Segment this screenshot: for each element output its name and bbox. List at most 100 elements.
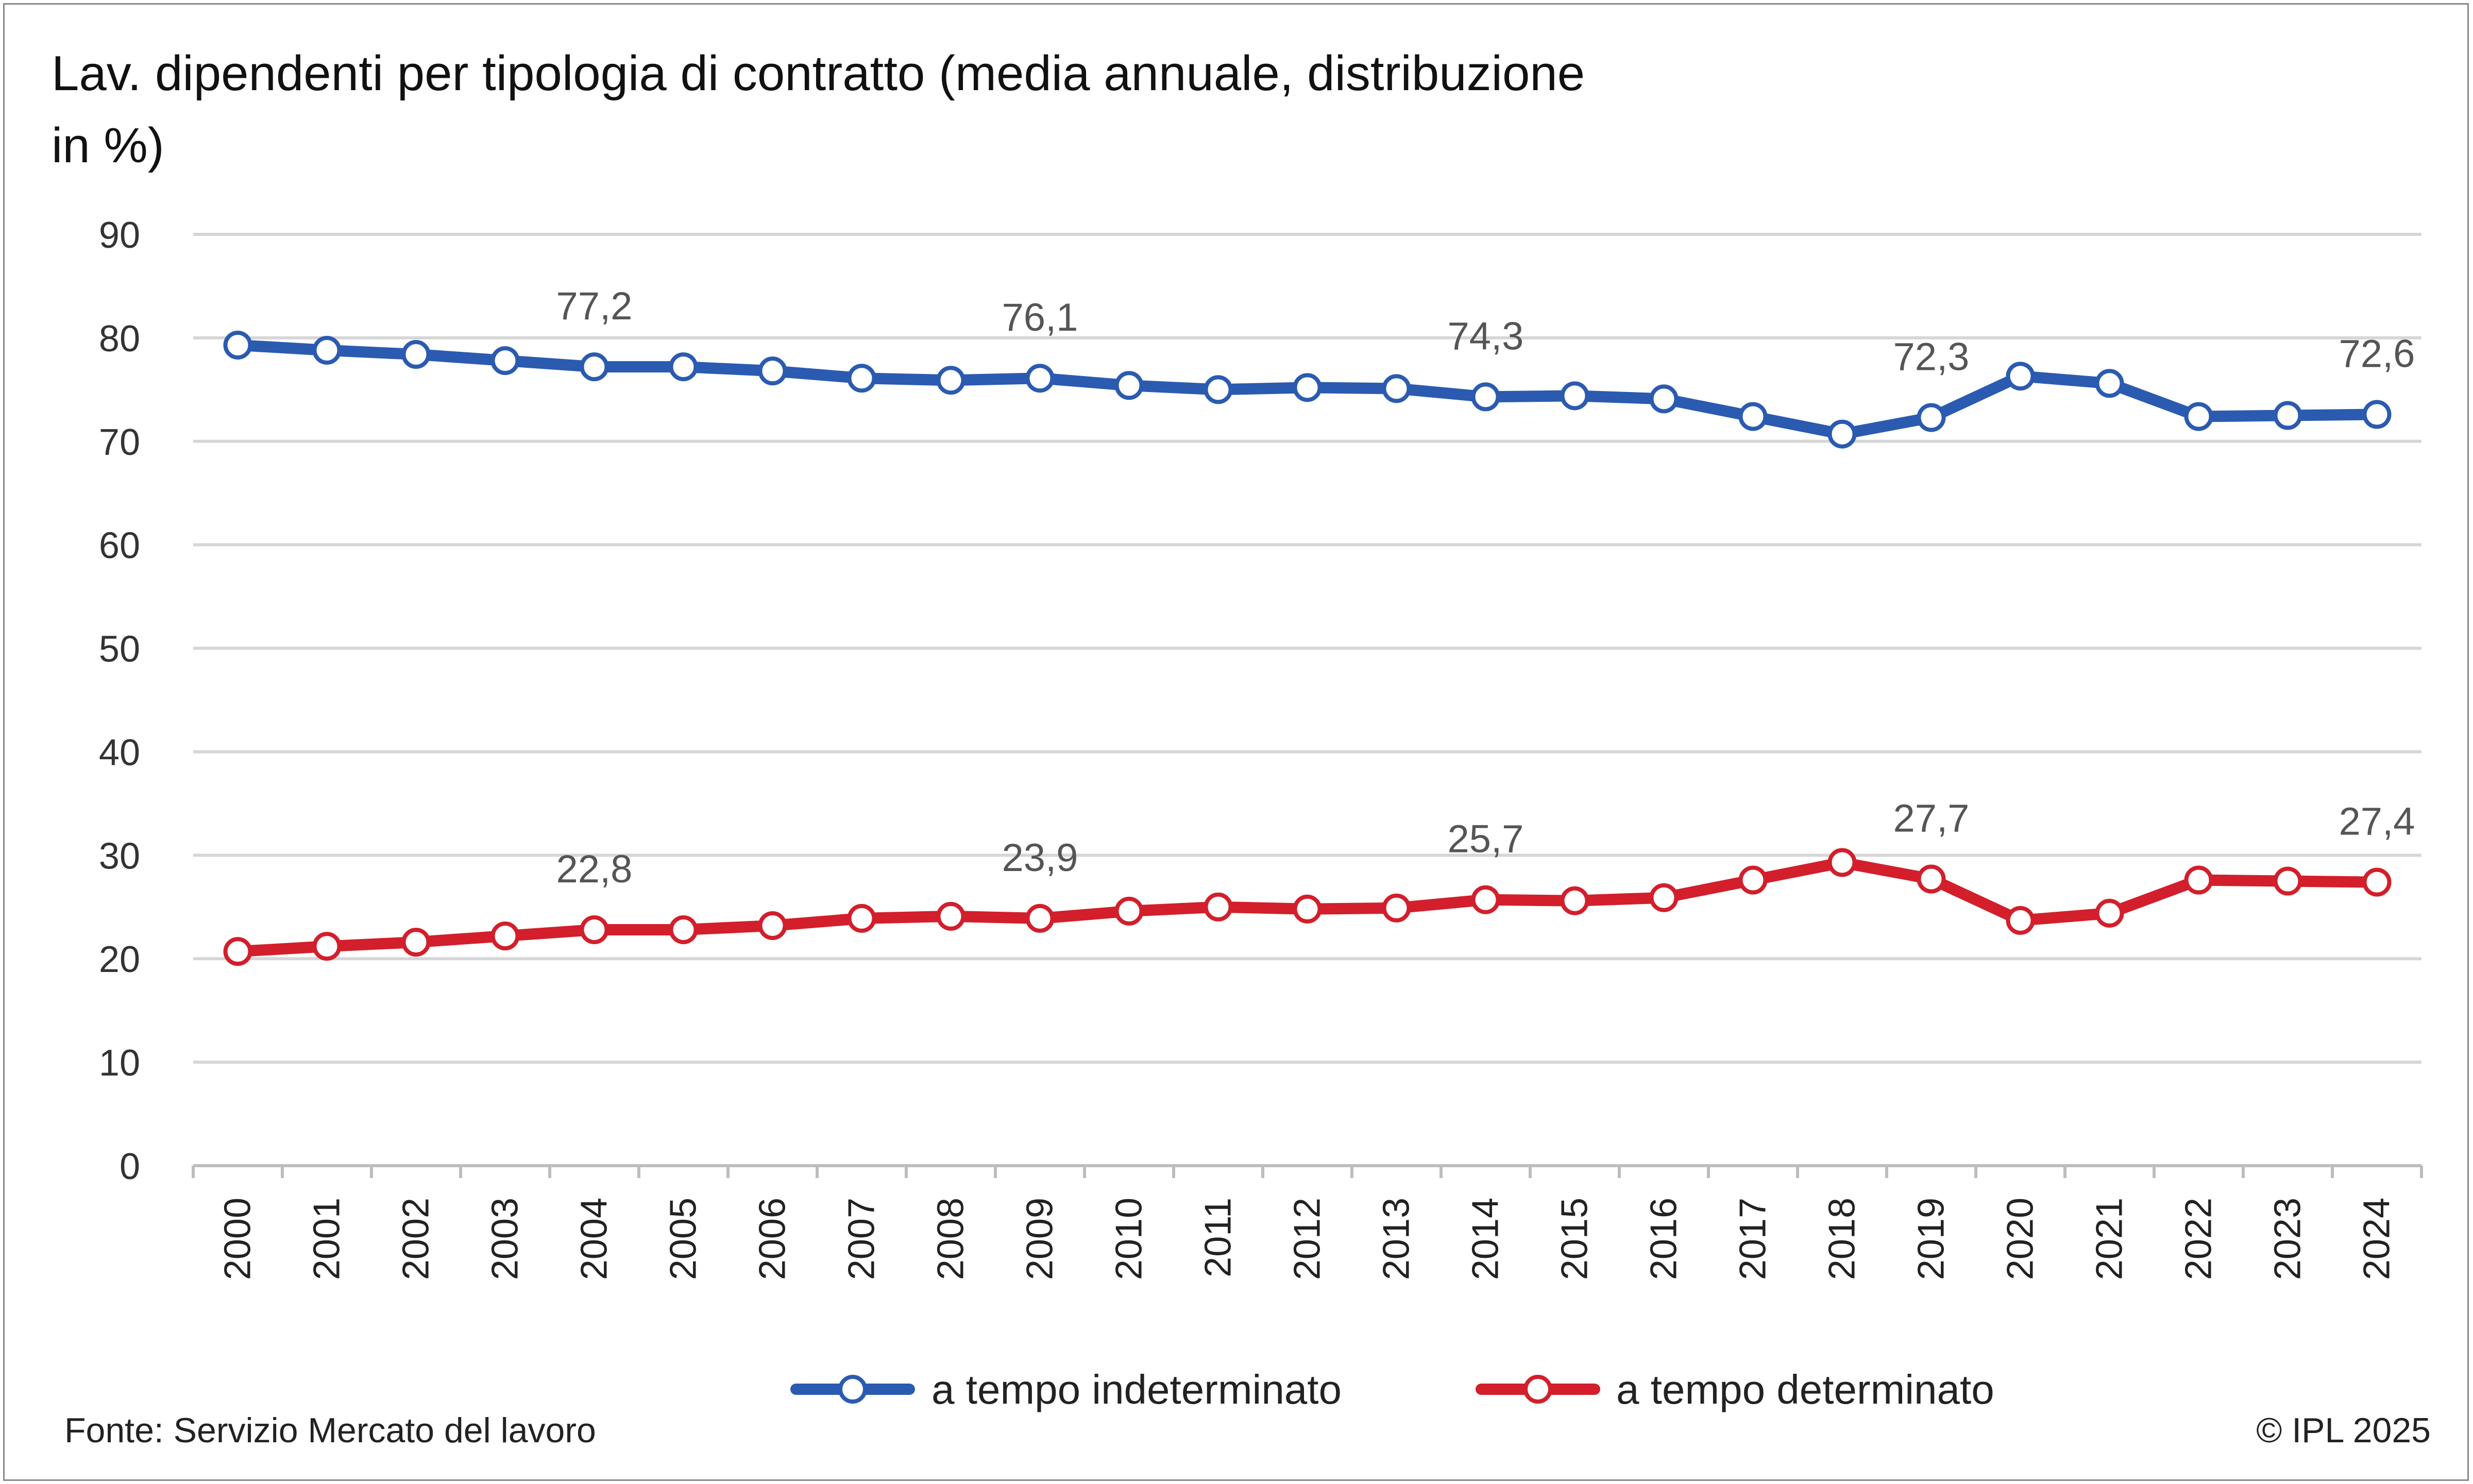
data-point: [2095, 369, 2124, 398]
data-point: [1382, 893, 1411, 923]
data-label: 27,4: [2339, 800, 2415, 844]
chart-title-line-1: Lav. dipendenti per tipologia di contrat…: [52, 46, 1585, 101]
legend: a tempo indeterminato a tempo determinat…: [790, 1367, 1994, 1412]
source-note: Fonte: Servizio Mercato del lavoro: [64, 1411, 596, 1450]
data-point: [2095, 898, 2124, 928]
x-tick-label: 2022: [2178, 1198, 2220, 1280]
data-point: [1738, 402, 1768, 431]
x-tick-label: 2021: [2089, 1198, 2130, 1280]
data-point: [1025, 364, 1055, 393]
x-tick-label: 2018: [1822, 1198, 1863, 1280]
x-tick-label: 2003: [485, 1198, 526, 1280]
data-point: [1560, 886, 1589, 915]
x-tick-label: 2024: [2357, 1198, 2398, 1280]
y-tick-label: 10: [99, 1043, 140, 1084]
x-tick-label: 2015: [1554, 1198, 1596, 1280]
data-point: [580, 352, 609, 382]
data-point: [1114, 896, 1144, 926]
data-point: [1293, 373, 1322, 402]
data-point: [490, 922, 520, 951]
data-point: [312, 932, 342, 961]
legend-marker-indeterminato: [838, 1375, 867, 1404]
copyright-note: © IPL 2025: [2256, 1411, 2431, 1450]
data-point: [223, 937, 252, 966]
x-tick-label: 2012: [1287, 1198, 1328, 1280]
data-point: [490, 346, 520, 376]
data-point: [936, 901, 966, 931]
data-point: [1560, 381, 1589, 411]
series-group: [223, 330, 2392, 966]
data-point: [758, 911, 787, 940]
data-point: [847, 364, 876, 393]
x-tick-label: 2007: [841, 1198, 883, 1280]
data-point: [758, 356, 787, 386]
x-tick-label: 2016: [1644, 1198, 1685, 1280]
data-point: [223, 330, 252, 360]
y-tick-label: 90: [99, 215, 140, 256]
data-point: [1827, 419, 1857, 449]
data-point: [2362, 400, 2392, 429]
x-tick-label: 2000: [217, 1198, 259, 1280]
series-1: [223, 848, 2392, 966]
chart-title: Lav. dipendenti per tipologia di contrat…: [52, 46, 1585, 173]
data-point: [1204, 892, 1233, 922]
data-point: [1471, 885, 1500, 914]
data-point: [1293, 894, 1322, 924]
data-label: 76,1: [1002, 296, 1078, 339]
x-tick-label: 2020: [2000, 1198, 2041, 1280]
x-tick-label: 2004: [574, 1198, 615, 1280]
data-label: 72,3: [1893, 335, 1970, 379]
chart-frame: [3, 3, 2469, 1481]
data-point: [1917, 864, 1946, 894]
x-axis: 2000 2001 2002 2003 2004 2005 2006 2007 2008 2009…: [192, 1164, 2423, 1280]
data-point: [669, 352, 698, 382]
data-label: 74,3: [1448, 314, 1524, 358]
x-tick-label: 2019: [1911, 1198, 1952, 1280]
data-point: [1649, 883, 1679, 912]
x-tick-label: 2014: [1465, 1198, 1506, 1280]
legend-marker-determinato: [1523, 1375, 1552, 1404]
y-tick-label: 40: [99, 732, 140, 773]
y-tick-label: 50: [99, 629, 140, 670]
data-point: [847, 903, 876, 933]
y-tick-label: 70: [99, 422, 140, 463]
data-label: 23,9: [1002, 836, 1078, 880]
x-tick-label: 2013: [1376, 1198, 1417, 1280]
data-point: [2184, 865, 2213, 895]
x-tick-label: 2017: [1733, 1198, 1774, 1280]
data-label: 22,8: [556, 847, 633, 891]
data-label: 25,7: [1448, 817, 1524, 861]
legend-label-determinato: a tempo determinato: [1616, 1367, 1994, 1412]
x-tick-label: 2001: [307, 1198, 348, 1280]
data-point: [1917, 403, 1946, 432]
data-point: [1114, 371, 1144, 400]
data-point: [936, 366, 966, 395]
data-point: [1738, 865, 1768, 895]
data-point: [1382, 374, 1411, 403]
x-tick-label: 2006: [752, 1198, 793, 1280]
data-point: [401, 340, 431, 369]
data-point: [2006, 906, 2035, 935]
data-point: [580, 915, 609, 944]
series-0: [223, 330, 2392, 449]
data-label: 77,2: [556, 284, 633, 328]
data-label: 27,7: [1893, 797, 1970, 841]
data-point: [2006, 362, 2035, 391]
y-tick-label: 30: [99, 835, 140, 877]
x-tick-label: 2008: [930, 1198, 972, 1280]
y-axis-ticks: 0 10 20 30 40 50 60 70 80 90: [99, 215, 140, 1187]
y-tick-label: 0: [120, 1146, 140, 1187]
grid-lines: [193, 233, 2421, 1064]
legend-item-determinato: a tempo determinato: [1476, 1367, 1994, 1412]
x-tick-label: 2009: [1020, 1198, 1061, 1280]
data-point: [2273, 401, 2302, 430]
data-point: [1204, 375, 1233, 404]
y-tick-label: 80: [99, 318, 140, 360]
data-point: [312, 335, 342, 365]
data-point: [669, 915, 698, 944]
x-tick-label: 2010: [1109, 1198, 1150, 1280]
data-point: [1025, 903, 1055, 933]
legend-label-indeterminato: a tempo indeterminato: [931, 1367, 1342, 1412]
x-tick-label: 2011: [1198, 1198, 1239, 1277]
